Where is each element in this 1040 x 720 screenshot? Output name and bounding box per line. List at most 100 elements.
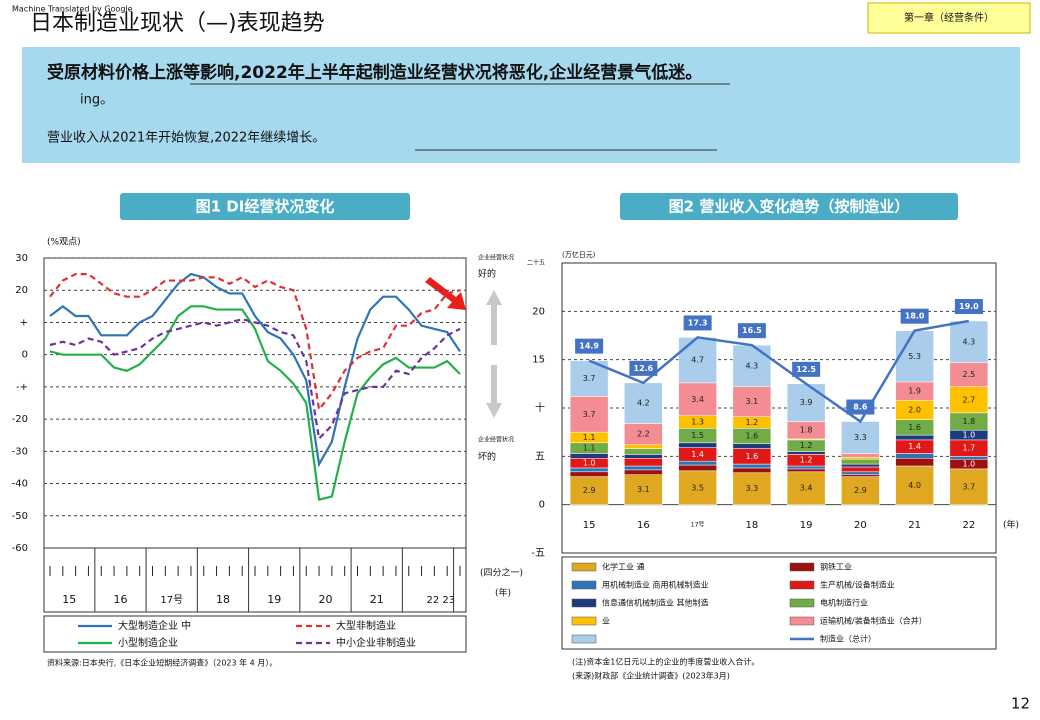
data-label: 12.5 xyxy=(796,365,816,374)
y-tick-label: 0 xyxy=(539,500,545,511)
y-tick-label: -五 xyxy=(531,548,545,559)
series-line xyxy=(49,273,461,413)
legend-label: 业 xyxy=(602,616,610,626)
legend-box xyxy=(43,615,467,653)
bar-segment xyxy=(786,468,826,473)
x-axis-label: (年) xyxy=(1003,519,1019,531)
legend-label: 制造业（总计） xyxy=(820,634,876,644)
chart-title-banner xyxy=(120,193,410,220)
data-label: 3.9 xyxy=(800,398,813,407)
data-label: 16.5 xyxy=(742,326,762,335)
data-label: 4.7 xyxy=(691,356,704,365)
y-tick-label: + xyxy=(20,317,28,328)
data-label: 3.7 xyxy=(963,482,976,491)
data-label: 1.2 xyxy=(746,418,759,427)
summary-line: 营业收入从2021年开始恢复,2022年继续增长。 xyxy=(47,131,325,146)
data-label: 17.3 xyxy=(688,318,708,327)
x-tick-label: 16 xyxy=(637,520,650,531)
y-tick-label: -50 xyxy=(12,511,28,522)
bar-segment xyxy=(569,471,609,477)
legend-swatch xyxy=(789,598,815,608)
annotation: 企业经营状况 xyxy=(478,436,514,444)
x-axis-frame xyxy=(43,547,467,613)
data-label: 1.0 xyxy=(963,431,976,440)
data-label: 1.4 xyxy=(691,450,704,459)
x-tick-label: 21 xyxy=(908,520,921,531)
x-tick-label: 21 xyxy=(370,593,384,606)
x-tick-label: 15 xyxy=(62,593,76,606)
bar-segment xyxy=(949,362,989,387)
data-label: 8.6 xyxy=(853,403,868,412)
bar-segment xyxy=(895,434,934,441)
data-label: 1.7 xyxy=(963,444,976,453)
down-arrow xyxy=(486,365,502,418)
data-label: 1.1 xyxy=(583,433,596,442)
data-label: 3.5 xyxy=(691,483,704,492)
label-box xyxy=(683,315,712,331)
x-tick-label: 19 xyxy=(267,593,281,606)
y-axis-label: (%观点) xyxy=(47,237,81,248)
bar-segment xyxy=(841,471,880,475)
data-label: 4.0 xyxy=(908,481,921,490)
bar-segment xyxy=(949,456,989,460)
bar-segment xyxy=(841,463,880,468)
legend-swatch xyxy=(571,616,597,626)
data-label: 3.4 xyxy=(691,395,704,404)
x-tick-label: 18 xyxy=(216,593,230,606)
y-tick-label: 15 xyxy=(532,355,545,366)
source: 资料来源:日本央行,《日本企业短期经济调查》（2023 年 4 月）。 xyxy=(47,658,277,668)
data-label: 2.7 xyxy=(963,395,976,404)
bar-segment xyxy=(841,458,880,465)
legend-swatch xyxy=(571,634,597,644)
data-label: 1.9 xyxy=(908,387,921,396)
bar-segment xyxy=(624,469,663,475)
data-label: 2.5 xyxy=(963,370,976,379)
data-label: 1.8 xyxy=(800,426,813,435)
x-tick-label: 17号 xyxy=(160,594,183,606)
bar-segment xyxy=(786,465,826,470)
y-tick-label: 0 xyxy=(22,350,28,361)
data-label: 1.6 xyxy=(908,423,921,432)
bar-segment xyxy=(624,465,663,471)
y-tick-label: -40 xyxy=(12,479,28,490)
legend-swatch xyxy=(789,562,815,572)
bar-segment xyxy=(732,472,772,505)
bar-segment xyxy=(895,465,934,505)
bar-segment xyxy=(678,337,717,384)
bar-segment xyxy=(678,470,717,505)
data-label: 18.0 xyxy=(905,312,925,321)
legend-label: 电机制造行业 xyxy=(820,598,868,608)
bar-segment xyxy=(949,320,989,363)
legend-label: 化学工业 通 xyxy=(602,562,645,572)
data-label: 3.3 xyxy=(854,433,867,442)
label-box xyxy=(900,308,929,324)
chart-title: 图1 DI经营状况变化 xyxy=(196,198,335,216)
data-label: 1.3 xyxy=(691,418,704,427)
label-box xyxy=(737,323,766,339)
data-label: 3.4 xyxy=(800,484,813,493)
data-label: 14.9 xyxy=(579,342,599,351)
legend-label: 小型制造企业 xyxy=(118,636,178,649)
x-tick-label: 22 23 xyxy=(426,595,455,606)
y-tick-label: 20 xyxy=(532,306,545,317)
x-tick-label: 15 xyxy=(583,520,596,531)
note: (来源)财政部《企业统计调查》(2023年3月) xyxy=(572,671,730,681)
y-tick-label: 20 xyxy=(15,285,28,296)
y-tick-label: 二十五 xyxy=(527,259,545,267)
data-label: 3.1 xyxy=(746,397,759,406)
x-unit: (四分之一) xyxy=(480,567,523,579)
bar-segment xyxy=(732,443,772,449)
y-tick-label: 30 xyxy=(15,253,28,264)
series-line xyxy=(49,318,461,441)
summary-line: ing。 xyxy=(80,93,113,108)
bar-segment xyxy=(841,474,880,477)
label-box xyxy=(954,299,983,314)
data-label: 5.3 xyxy=(908,352,921,361)
y-tick-label: -30 xyxy=(12,446,28,457)
series-line xyxy=(49,272,461,468)
x-tick-label: 20 xyxy=(318,593,332,606)
legend-swatch xyxy=(789,616,815,626)
annotation: 好的 xyxy=(478,268,496,280)
label-box xyxy=(792,361,821,377)
bar-segment xyxy=(678,460,717,466)
